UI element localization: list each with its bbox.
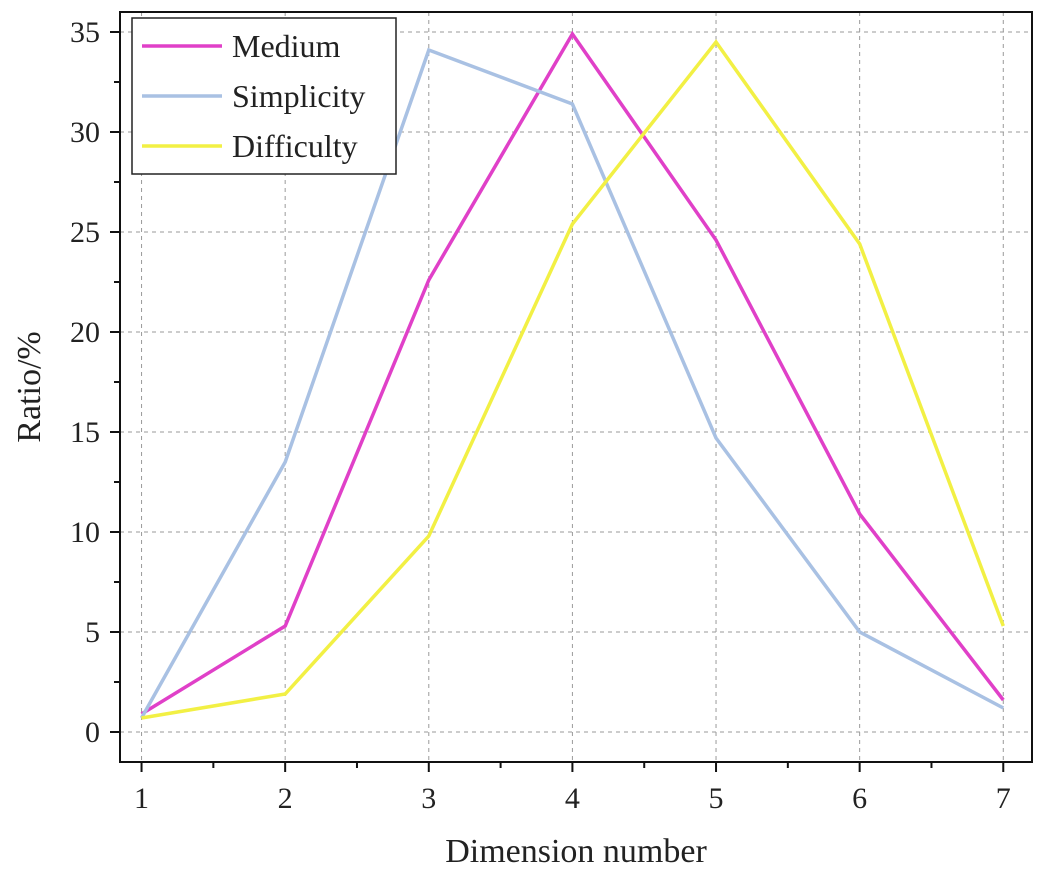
y-tick-label: 5 [85, 616, 100, 649]
y-axis-title: Ratio/% [11, 331, 48, 442]
axis-ticks: 1 2 3 4 5 6 7 0 5 10 15 20 25 30 35 [70, 16, 1011, 815]
plot-area-frame [119, 11, 1033, 763]
x-tick-label: 2 [278, 782, 293, 815]
series-lines [139, 30, 1005, 720]
x-tick-label: 6 [852, 782, 867, 815]
x-tick-label: 3 [421, 782, 436, 815]
y-tick-label: 20 [70, 316, 100, 349]
legend-label: Difficulty [232, 128, 358, 164]
y-tick-label: 15 [70, 416, 100, 449]
y-tick-label: 10 [70, 516, 100, 549]
series-line-medium [140, 30, 1005, 716]
x-tick-label: 4 [565, 782, 580, 815]
legend-label: Medium [232, 28, 341, 64]
x-axis-title: Dimension number [445, 833, 707, 870]
x-tick-label: 5 [709, 782, 724, 815]
legend: Medium Simplicity Difficulty [131, 17, 397, 175]
y-tick-label: 25 [70, 216, 100, 249]
y-tick-label: 0 [85, 716, 100, 749]
legend-label: Simplicity [232, 78, 365, 114]
series-line-simplicity [139, 47, 1005, 719]
series-line-difficulty [141, 39, 1005, 720]
y-tick-label: 35 [70, 16, 100, 49]
y-tick-label: 30 [70, 116, 100, 149]
x-tick-label: 1 [134, 782, 149, 815]
x-tick-label: 7 [996, 782, 1011, 815]
